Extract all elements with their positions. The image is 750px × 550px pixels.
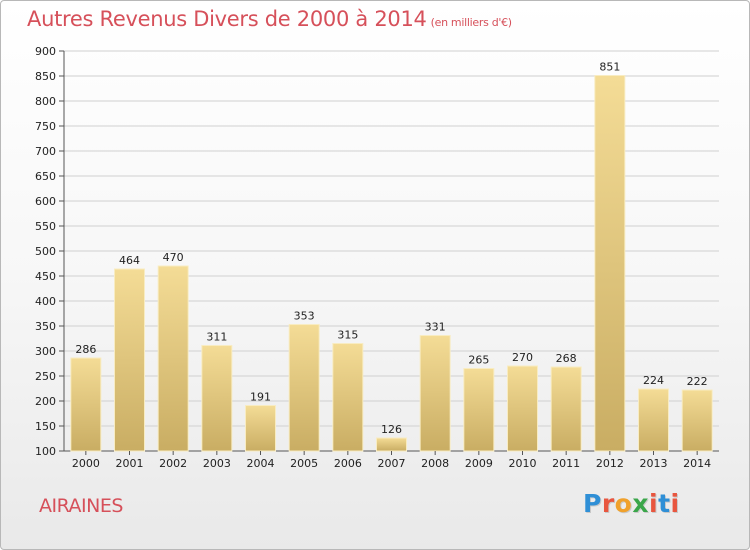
bar xyxy=(550,366,582,452)
chart-title-unit: (en milliers d'€) xyxy=(430,16,512,29)
logo-letter: i xyxy=(670,489,680,518)
x-tick-label: 2009 xyxy=(465,457,493,470)
logo-letter: P xyxy=(583,489,602,518)
y-tick-label: 100 xyxy=(35,445,56,458)
bar-value-label: 126 xyxy=(381,423,402,436)
bar-value-label: 222 xyxy=(687,375,708,388)
x-tick-label: 2004 xyxy=(247,457,275,470)
bar-value-label: 315 xyxy=(337,329,358,342)
y-tick-label: 700 xyxy=(35,145,56,158)
x-axis-ticks: 2000 2001 2002 2003 2004 2005 2006 2007 2008 2009… xyxy=(72,451,711,470)
bars: 286 464 470 311 191 353 315 126 331 265 270 268 851 2… xyxy=(70,61,713,452)
y-tick-label: 800 xyxy=(35,95,56,108)
bar xyxy=(594,75,626,452)
y-tick-label: 300 xyxy=(35,345,56,358)
bar-value-label: 464 xyxy=(119,254,140,267)
y-tick-label: 750 xyxy=(35,120,56,133)
y-tick-label: 500 xyxy=(35,245,56,258)
x-tick-label: 2013 xyxy=(640,457,668,470)
y-tick-label: 850 xyxy=(35,70,56,83)
bar xyxy=(419,335,451,452)
bar xyxy=(463,368,495,452)
bar-value-label: 470 xyxy=(163,251,184,264)
bar-value-label: 191 xyxy=(250,391,271,404)
bar xyxy=(376,437,407,452)
proxiti-logo: Proxiti xyxy=(583,489,680,518)
bar xyxy=(157,265,189,452)
bar xyxy=(332,343,364,452)
bar xyxy=(288,324,320,452)
y-tick-label: 900 xyxy=(35,45,56,58)
chart-title: Autres Revenus Divers de 2000 à 2014 (en … xyxy=(27,7,512,31)
bar-value-label: 311 xyxy=(206,331,227,344)
bar xyxy=(681,389,713,452)
bar-value-label: 286 xyxy=(75,343,96,356)
x-tick-label: 2008 xyxy=(421,457,449,470)
y-tick-label: 550 xyxy=(35,220,56,233)
y-tick-label: 150 xyxy=(35,420,56,433)
bar-value-label: 268 xyxy=(556,352,577,365)
x-tick-label: 2007 xyxy=(378,457,406,470)
chart-title-text: Autres Revenus Divers de 2000 à 2014 xyxy=(27,7,427,31)
logo-letter: i xyxy=(649,489,659,518)
x-tick-label: 2000 xyxy=(72,457,100,470)
bar xyxy=(70,357,102,452)
x-tick-label: 2006 xyxy=(334,457,362,470)
bar-value-label: 265 xyxy=(468,354,489,367)
logo-letter: x xyxy=(632,489,649,518)
x-tick-label: 2001 xyxy=(116,457,144,470)
bar xyxy=(245,405,276,452)
x-tick-label: 2012 xyxy=(596,457,624,470)
bar-value-label: 353 xyxy=(294,310,315,323)
bar-value-label: 270 xyxy=(512,351,533,364)
y-tick-label: 350 xyxy=(35,320,56,333)
logo-letter: r xyxy=(601,489,615,518)
bar xyxy=(507,365,538,452)
y-tick-label: 250 xyxy=(35,370,56,383)
y-tick-label: 650 xyxy=(35,170,56,183)
bar-value-label: 224 xyxy=(643,374,664,387)
x-tick-label: 2011 xyxy=(552,457,580,470)
location-name: AIRAINES xyxy=(39,495,123,517)
logo-letter: t xyxy=(658,489,671,518)
bar-value-label: 331 xyxy=(425,321,446,334)
y-tick-label: 400 xyxy=(35,295,56,308)
y-tick-label: 200 xyxy=(35,395,56,408)
bar-value-label: 851 xyxy=(599,61,620,74)
y-axis-ticks: 100 150 200 250 300 350 400 450 500 550 600 650 700 7… xyxy=(35,45,64,458)
x-tick-label: 2005 xyxy=(290,457,318,470)
logo-letter: o xyxy=(614,489,633,518)
bar xyxy=(201,345,233,452)
y-tick-label: 600 xyxy=(35,195,56,208)
bar xyxy=(638,388,669,452)
x-tick-label: 2010 xyxy=(509,457,537,470)
bar xyxy=(114,268,145,452)
x-tick-label: 2014 xyxy=(683,457,711,470)
x-tick-label: 2003 xyxy=(203,457,231,470)
y-tick-label: 450 xyxy=(35,270,56,283)
x-tick-label: 2002 xyxy=(159,457,187,470)
